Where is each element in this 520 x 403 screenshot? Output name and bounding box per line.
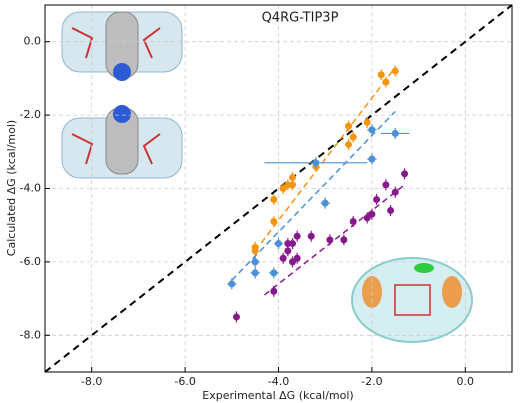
point <box>228 280 236 288</box>
point <box>391 129 399 137</box>
point <box>279 254 287 262</box>
x-tick-label: -4.0 <box>268 375 289 388</box>
point <box>363 118 371 126</box>
molecule-bottom <box>61 105 183 179</box>
point <box>270 218 278 226</box>
point <box>377 71 385 79</box>
x-axis-label: Experimental ΔG (kcal/mol) <box>202 389 353 402</box>
point <box>270 196 278 204</box>
point <box>289 173 297 181</box>
point <box>391 188 399 196</box>
x-tick-label: 0.0 <box>457 375 475 388</box>
point <box>382 78 390 86</box>
point <box>363 214 371 222</box>
y-tick-label: -8.0 <box>20 328 41 341</box>
fit-line <box>254 66 396 252</box>
point <box>345 140 353 148</box>
point <box>382 181 390 189</box>
identity-line <box>44 4 513 373</box>
point <box>345 122 353 130</box>
point <box>307 232 315 240</box>
point <box>284 247 292 255</box>
point <box>349 218 357 226</box>
host-density-image <box>351 257 473 343</box>
point <box>391 67 399 75</box>
x-tick-label: -6.0 <box>174 375 195 388</box>
point <box>368 155 376 163</box>
point <box>251 269 259 277</box>
point <box>340 236 348 244</box>
point <box>387 207 395 215</box>
point <box>270 269 278 277</box>
point <box>349 133 357 141</box>
fit-line <box>231 110 396 281</box>
molecule-top <box>61 11 183 81</box>
point <box>401 170 409 178</box>
y-axis-label: Calculated ΔG (kcal/mol) <box>5 120 18 256</box>
point <box>293 232 301 240</box>
point <box>289 181 297 189</box>
point <box>232 313 240 321</box>
y-tick-label: -4.0 <box>20 182 41 195</box>
point <box>312 159 320 167</box>
point <box>326 236 334 244</box>
point <box>373 196 381 204</box>
chart-title: Q4RG-TIP3P <box>262 11 339 26</box>
y-tick-label: -6.0 <box>20 255 41 268</box>
point <box>270 287 278 295</box>
point <box>368 126 376 134</box>
point <box>251 258 259 266</box>
plot-frame <box>44 4 513 373</box>
x-tick-label: -2.0 <box>361 375 382 388</box>
y-tick-label: -2.0 <box>20 108 41 121</box>
point <box>293 254 301 262</box>
point <box>279 185 287 192</box>
point <box>321 199 329 207</box>
point <box>284 240 292 248</box>
point <box>251 247 259 255</box>
y-tick-label: 0.0 <box>24 35 42 48</box>
point <box>275 240 282 248</box>
x-tick-label: -8.0 <box>81 375 102 388</box>
